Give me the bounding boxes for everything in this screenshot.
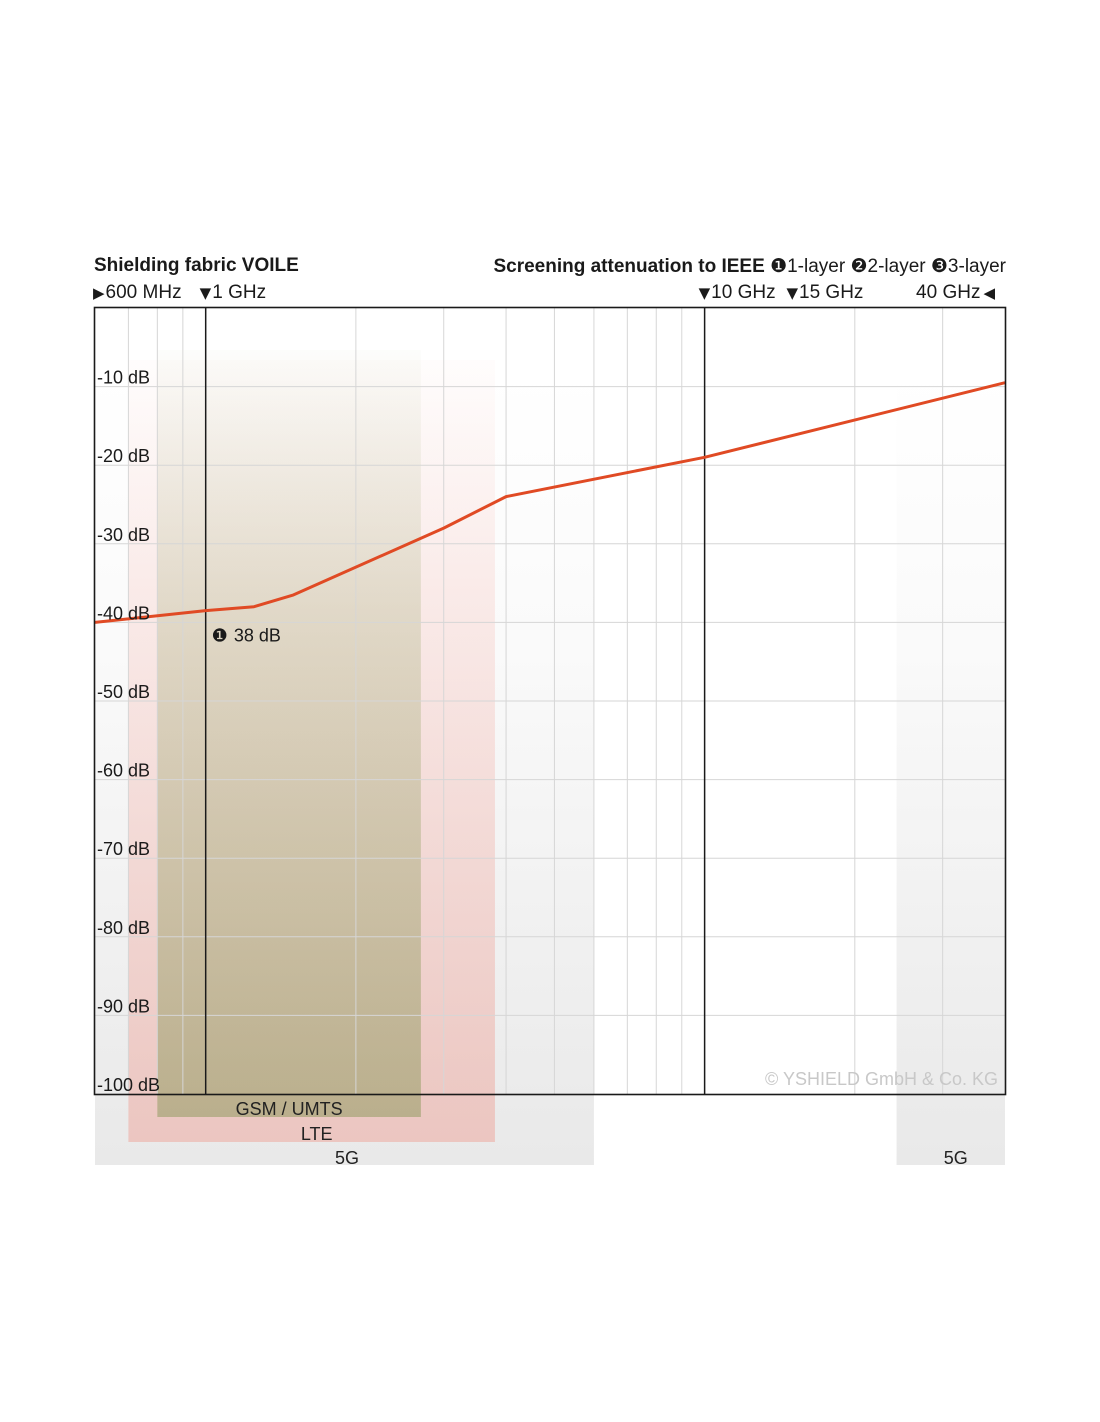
freq-label-4: 40 GHz ◀ xyxy=(916,282,995,303)
y-tick-label: -90 dB xyxy=(97,996,150,1016)
frequency-markers: ▶600 MHz ▼1 GHz ▼10 GHz ▼15 GHz 40 GHz ◀ xyxy=(93,282,995,1094)
y-tick-label: -20 dB xyxy=(97,446,150,466)
freq-label-1: ▼1 GHz xyxy=(200,282,266,303)
freq-marker-symbol: ▶ xyxy=(93,284,105,302)
grid xyxy=(95,308,1005,1094)
freq-label-0: ▶600 MHz xyxy=(93,282,182,303)
y-tick-label: -70 dB xyxy=(97,839,150,859)
y-tick-label: -100 dB xyxy=(97,1075,160,1095)
band-0 xyxy=(157,350,421,1117)
freq-label-text: 40 GHz xyxy=(916,282,980,303)
layer-1-legend: ❶1-layer xyxy=(770,256,845,277)
watermark: © YSHIELD GmbH & Co. KG xyxy=(765,1069,998,1089)
band-3 xyxy=(896,370,1005,1165)
product-title: Shielding fabric VOILE xyxy=(94,255,299,276)
series-line-0 xyxy=(94,381,1006,624)
layer-2-legend: ❷2-layer xyxy=(850,256,925,277)
freq-label-text: 600 MHz xyxy=(106,282,182,303)
series-layer xyxy=(94,381,1006,624)
band-label-0: GSM / UMTS xyxy=(236,1099,343,1119)
y-tick-label: -30 dB xyxy=(97,525,150,545)
annotation-label: ❶ 38 dB xyxy=(212,626,281,646)
y-tick-label: -80 dB xyxy=(97,918,150,938)
freq-label-2: ▼10 GHz xyxy=(699,282,776,303)
freq-label-text: 15 GHz xyxy=(799,282,863,303)
freq-marker-symbol: ◀ xyxy=(983,284,995,302)
freq-marker-symbol: ▼ xyxy=(200,284,212,302)
band-label-2: 5G xyxy=(335,1148,359,1168)
layer-2-label: 2-layer xyxy=(867,256,926,277)
freq-marker-symbol: ▼ xyxy=(786,284,798,302)
layer-3-legend: ❸3-layer xyxy=(931,256,1006,277)
y-tick-label: -60 dB xyxy=(97,761,150,781)
band-label-1: LTE xyxy=(301,1124,333,1144)
y-axis-labels: -10 dB -20 dB -30 dB -40 dB -50 dB -60 dB -70 … xyxy=(97,368,160,1095)
y-tick-label: -50 dB xyxy=(97,682,150,702)
layer-3-label: 3-layer xyxy=(947,256,1006,277)
annotation-text: 38 dB xyxy=(234,626,281,646)
y-tick-label: -40 dB xyxy=(97,603,150,623)
measurement-legend: Screening attenuation to IEEE ❶1-layer ❷… xyxy=(493,255,1006,278)
y-tick-label: -10 dB xyxy=(97,368,150,388)
layer-1-marker: ❶ xyxy=(770,256,788,277)
measurement-title: Screening attenuation to IEEE xyxy=(493,256,765,277)
band-label-3: 5G xyxy=(944,1148,968,1168)
plot-frame xyxy=(93,306,1007,1096)
freq-label-text: 10 GHz xyxy=(711,282,775,303)
layer-3-marker: ❸ xyxy=(930,256,948,277)
layer-1-label: 1-layer xyxy=(787,256,846,277)
annotation-marker: ❶ xyxy=(212,626,228,646)
freq-marker-symbol: ▼ xyxy=(699,284,711,302)
freq-label-text: 1 GHz xyxy=(212,282,266,303)
freq-label-3: ▼15 GHz xyxy=(786,282,863,303)
chart-text: ❶ 38 dB © YSHIELD GmbH & Co. KG xyxy=(212,626,998,1089)
layer-2-marker: ❷ xyxy=(850,256,868,277)
